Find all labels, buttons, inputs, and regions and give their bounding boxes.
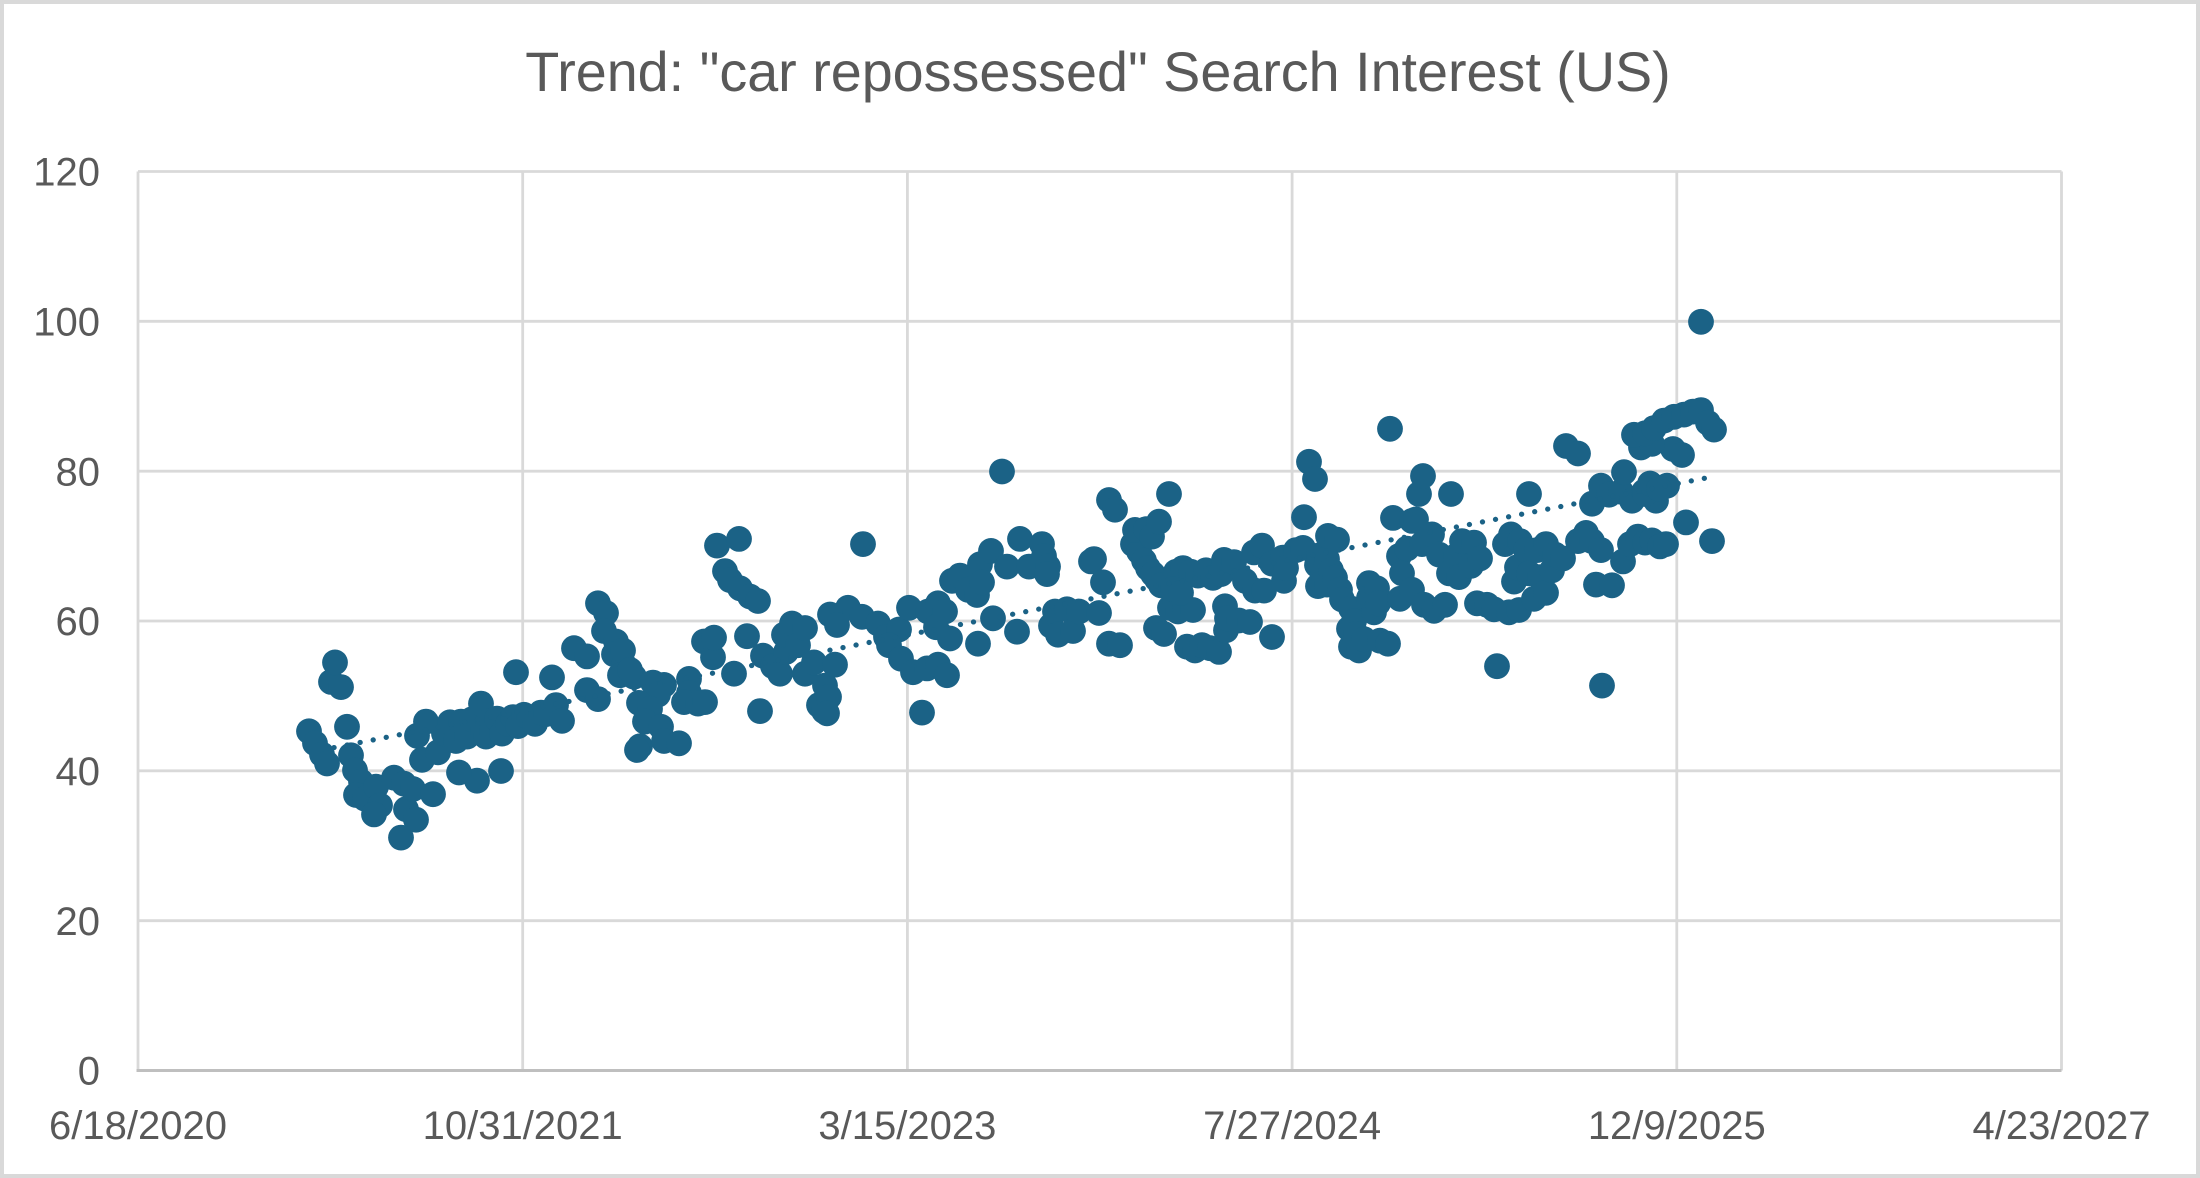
- svg-text:Trend: "car repossessed" Searc: Trend: "car repossessed" Search Interest…: [525, 41, 1670, 103]
- svg-text:4/23/2027: 4/23/2027: [1973, 1104, 2151, 1148]
- svg-text:40: 40: [56, 750, 101, 794]
- svg-text:7/27/2024: 7/27/2024: [1203, 1104, 1381, 1148]
- svg-text:20: 20: [56, 900, 101, 944]
- svg-text:10/31/2021: 10/31/2021: [423, 1104, 623, 1148]
- svg-text:12/9/2025: 12/9/2025: [1588, 1104, 1766, 1148]
- svg-text:80: 80: [56, 450, 101, 494]
- svg-text:100: 100: [33, 301, 100, 345]
- svg-text:0: 0: [78, 1050, 100, 1094]
- svg-text:60: 60: [56, 600, 101, 644]
- svg-text:120: 120: [33, 151, 100, 195]
- svg-text:6/18/2020: 6/18/2020: [49, 1104, 227, 1148]
- svg-text:3/15/2023: 3/15/2023: [818, 1104, 996, 1148]
